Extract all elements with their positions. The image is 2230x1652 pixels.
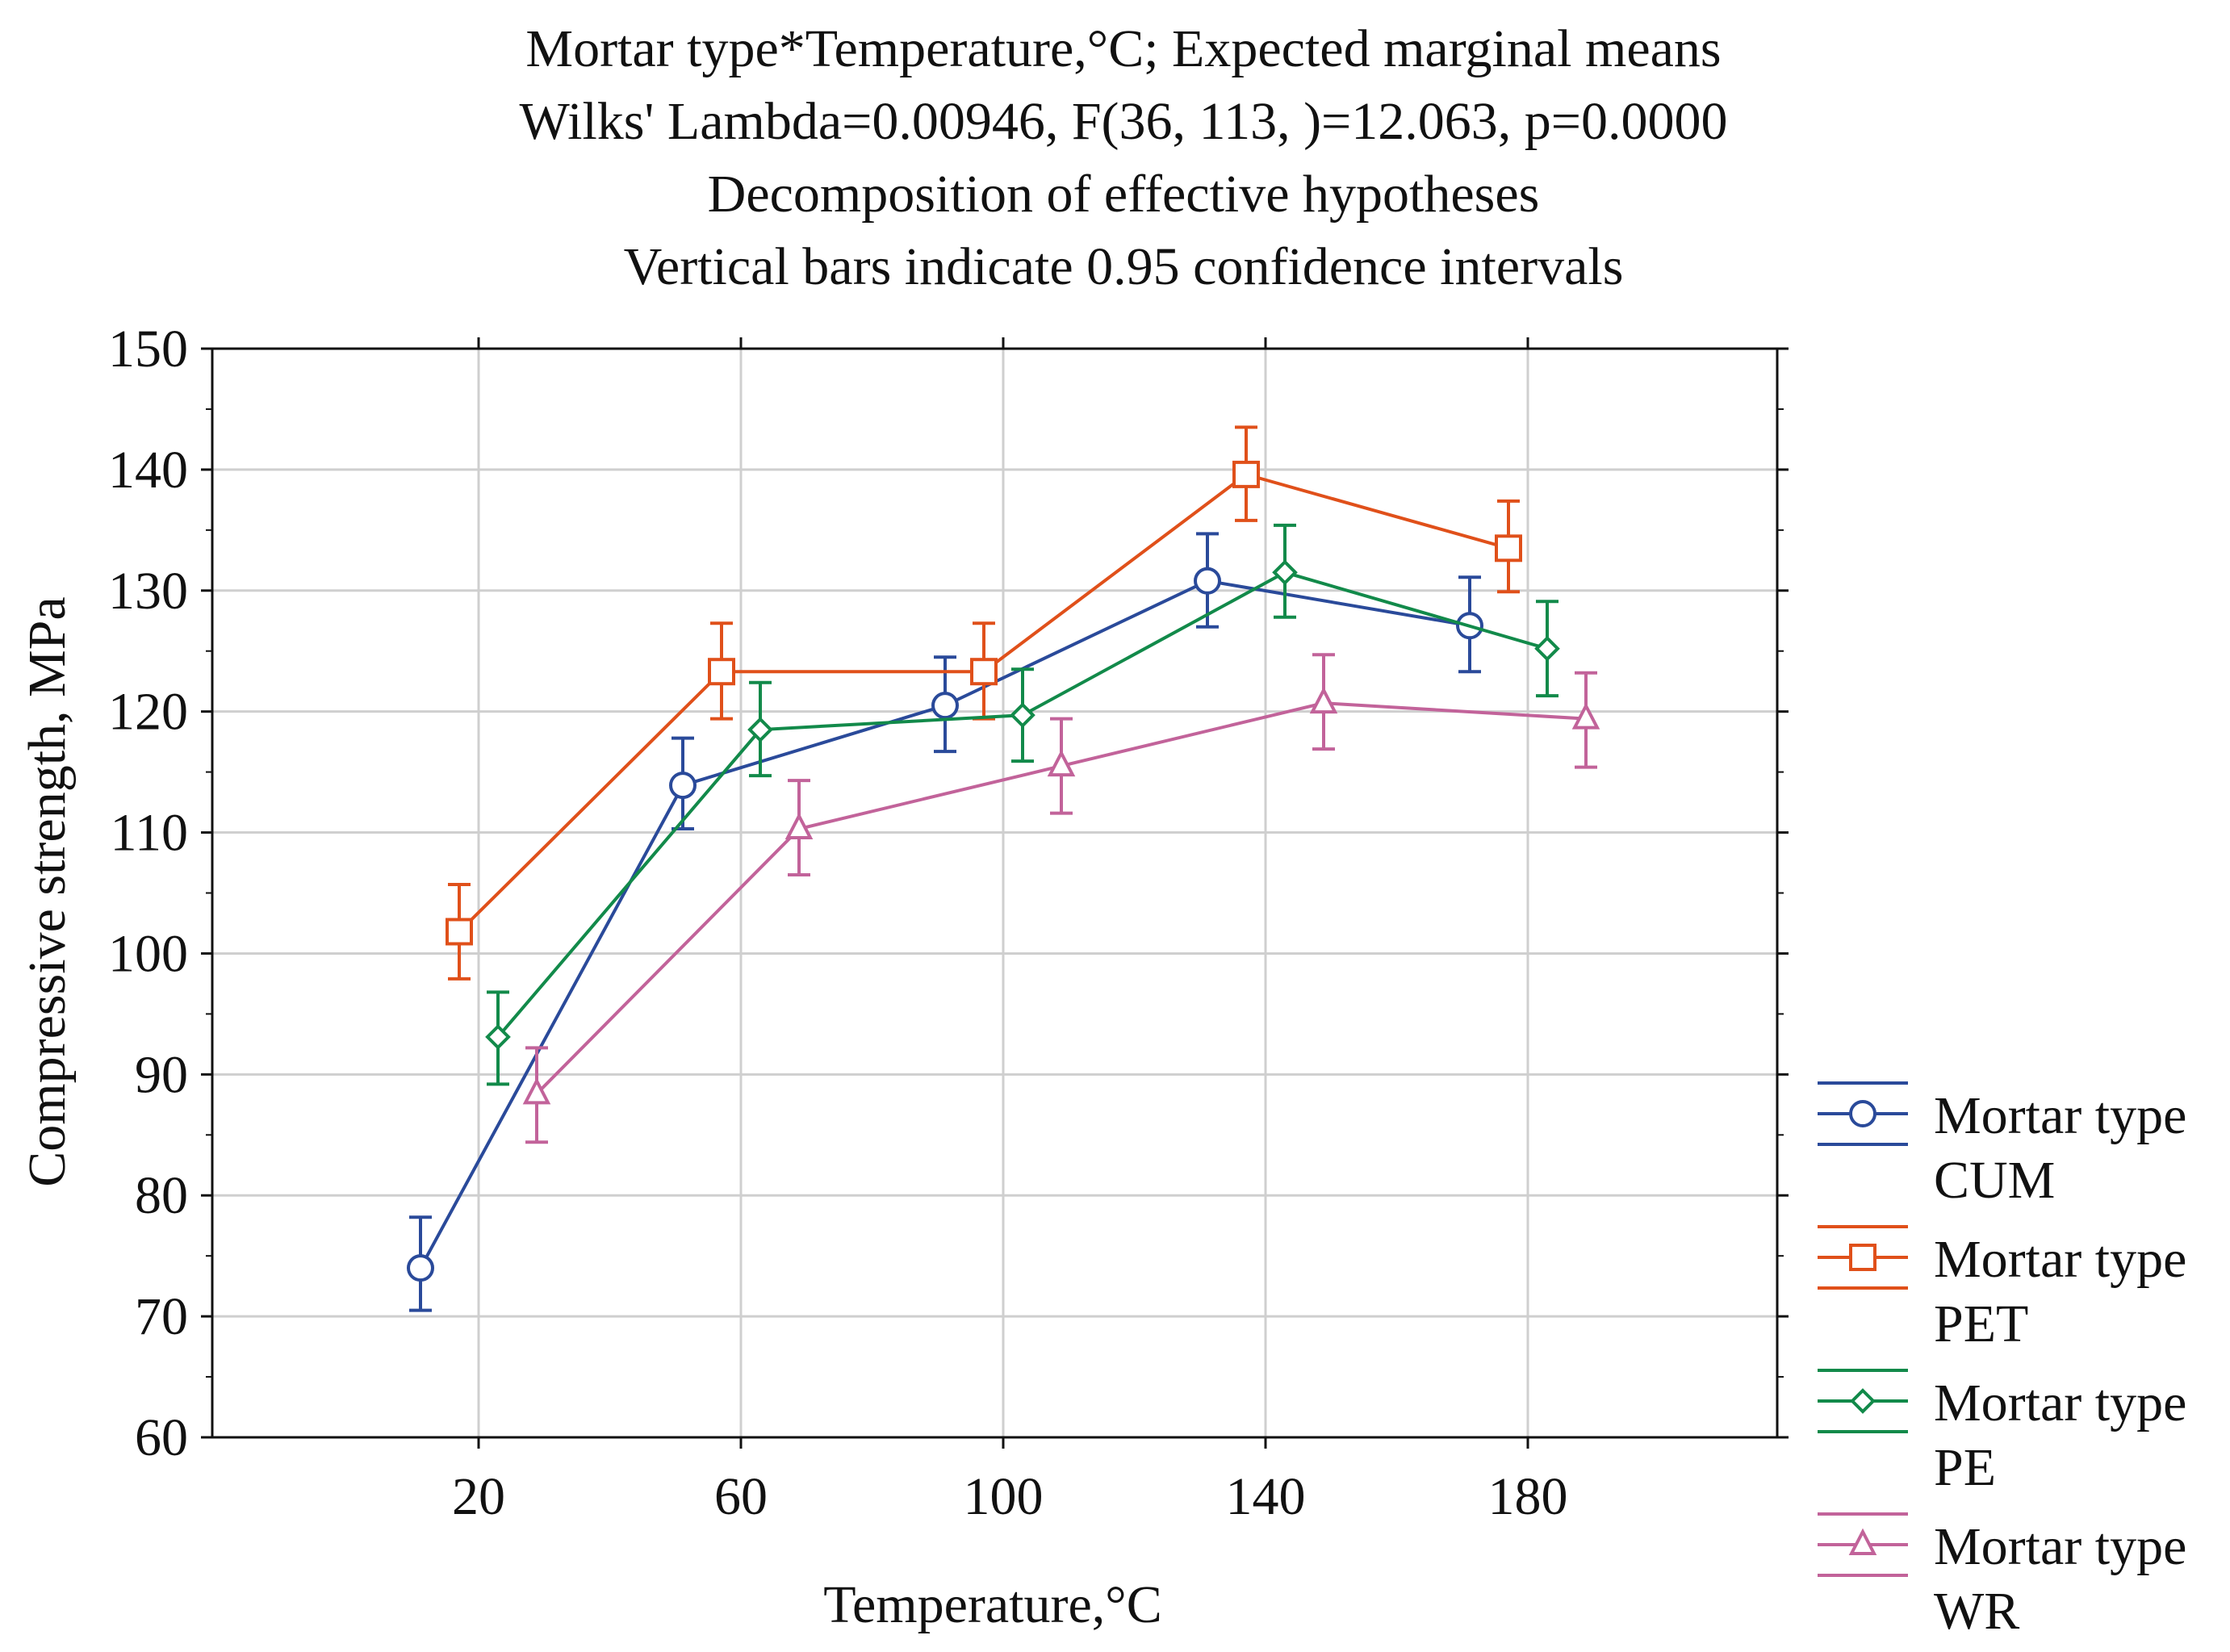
x-tick-label-20: 20 (452, 1467, 505, 1526)
legend-label-line1: Mortar type (1934, 1086, 2186, 1145)
y-tick-label-100: 100 (108, 924, 188, 983)
point-cum-20 (407, 1254, 434, 1282)
point-wr-20 (522, 1077, 551, 1105)
series-pet (446, 425, 1522, 981)
y-tick-label-90: 90 (135, 1045, 188, 1104)
series-pe (485, 523, 1560, 1086)
y-axis-ticks: 60 70 80 90 100 110 120 130 140 150 (108, 320, 1789, 1467)
y-tick-label-120: 120 (108, 683, 188, 742)
point-cum-140 (1194, 567, 1221, 595)
point-pe-60 (747, 717, 773, 742)
series-wr (522, 653, 1600, 1144)
point-wr-60 (784, 812, 814, 840)
legend-marker-square (1849, 1244, 1876, 1271)
legend-entry-wr: Mortar type WR (1818, 1512, 2186, 1641)
title-line-3: Decomposition of effective hypotheses (708, 165, 1540, 224)
title-line-1: Mortar type*Temperature,°C; Expected mar… (525, 19, 1721, 78)
title-line-2: Wilks' Lambda=0.00946, F(36, 113, )=12.0… (519, 92, 1727, 151)
point-cum-60 (669, 772, 697, 800)
point-wr-140 (1309, 686, 1338, 714)
legend-label-line2: PET (1934, 1294, 2028, 1353)
legend-label-line2: WR (1934, 1582, 2019, 1641)
y-tick-label-110: 110 (110, 804, 188, 863)
x-tick-label-140: 140 (1226, 1467, 1306, 1526)
point-pet-140 (1232, 460, 1260, 488)
point-pet-180 (1495, 534, 1522, 563)
y-tick-label-70: 70 (135, 1287, 188, 1346)
legend-marker-diamond (1850, 1388, 1876, 1414)
point-wr-180 (1571, 702, 1600, 730)
gridlines (212, 349, 1777, 1437)
point-wr-100 (1047, 749, 1076, 777)
point-pet-100 (970, 658, 998, 686)
point-cum-100 (931, 692, 959, 720)
chart-title: Mortar type*Temperature,°C; Expected mar… (519, 19, 1727, 296)
legend-marker-circle (1849, 1100, 1876, 1127)
point-pe-180 (1534, 635, 1560, 662)
y-tick-label-150: 150 (108, 320, 188, 378)
y-tick-label-130: 130 (108, 562, 188, 621)
point-pe-140 (1272, 559, 1298, 586)
series-cum (407, 532, 1483, 1312)
x-axis-label: Temperature,°C (823, 1575, 1161, 1634)
legend-entry-pe: Mortar type PE (1818, 1369, 2186, 1497)
x-axis-ticks: 20 60 100 140 180 (452, 337, 1568, 1526)
plot-frame (211, 347, 1779, 1439)
y-tick-label-60: 60 (135, 1408, 188, 1467)
legend-label-line1: Mortar type (1934, 1230, 2186, 1289)
legend-marker-triangle (1848, 1528, 1877, 1555)
x-tick-label-60: 60 (714, 1467, 768, 1526)
data-series (407, 425, 1600, 1312)
x-tick-label-100: 100 (964, 1467, 1044, 1526)
point-pe-100 (1010, 702, 1036, 728)
y-tick-label-80: 80 (135, 1166, 188, 1225)
legend-entry-cum: Mortar type CUM (1818, 1081, 2186, 1210)
legend-label-line2: PE (1934, 1438, 1996, 1497)
point-pet-20 (446, 918, 473, 946)
point-pet-60 (708, 658, 735, 686)
point-pe-20 (485, 1024, 511, 1050)
x-tick-label-180: 180 (1488, 1467, 1568, 1526)
legend-label-line2: CUM (1934, 1151, 2055, 1210)
legend-label-line1: Mortar type (1934, 1517, 2186, 1576)
title-line-4: Vertical bars indicate 0.95 confidence i… (624, 237, 1624, 296)
y-axis-label: Compressive strength, MPa (18, 596, 77, 1186)
y-tick-label-140: 140 (108, 441, 188, 500)
legend-label-line1: Mortar type (1934, 1374, 2186, 1432)
